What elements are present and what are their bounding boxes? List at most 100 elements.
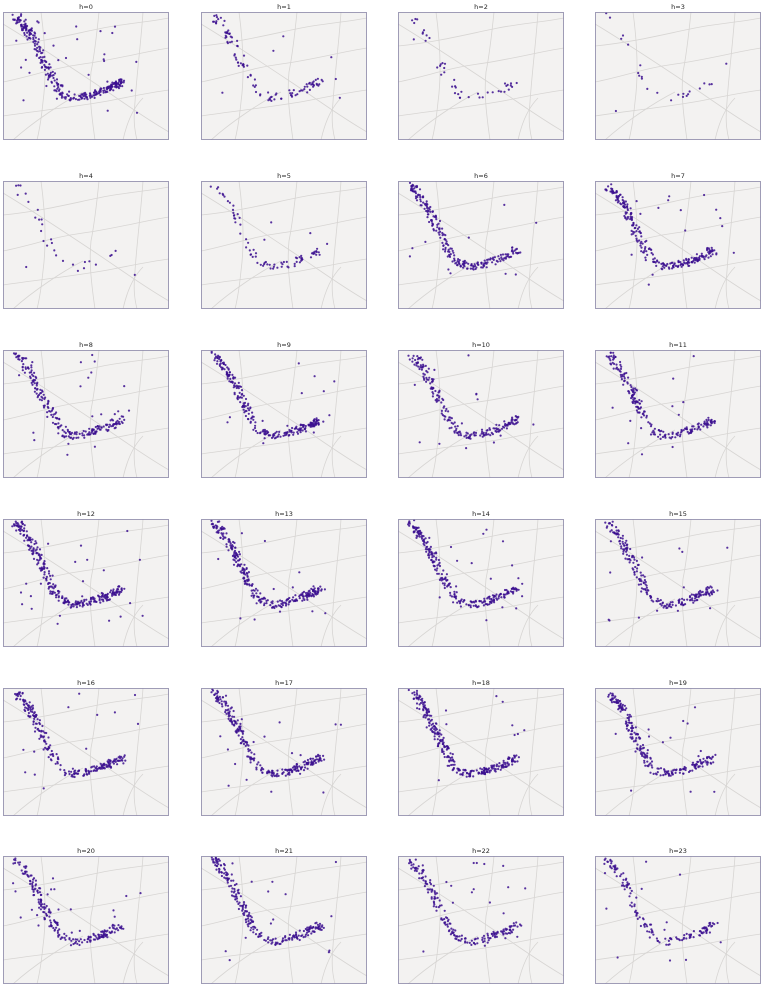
data-point	[223, 872, 226, 875]
data-point	[422, 535, 425, 538]
data-point	[57, 86, 60, 89]
data-point	[443, 584, 446, 587]
data-point	[231, 715, 234, 718]
data-point	[459, 434, 463, 437]
data-point	[87, 769, 90, 772]
data-point	[460, 422, 463, 425]
data-point	[703, 82, 706, 85]
data-point	[614, 199, 617, 202]
data-point	[668, 267, 671, 270]
data-point	[504, 257, 507, 260]
data-point	[87, 935, 90, 938]
data-point	[442, 398, 445, 402]
data-point	[305, 83, 308, 86]
data-point	[52, 583, 55, 586]
data-point	[76, 269, 79, 272]
data-point	[218, 520, 221, 523]
data-point	[693, 765, 696, 768]
data-point	[69, 944, 73, 947]
data-point	[92, 432, 95, 435]
data-point	[667, 199, 670, 202]
data-point	[504, 937, 507, 940]
data-point	[615, 363, 618, 366]
data-point	[215, 14, 218, 17]
data-point	[34, 32, 37, 35]
data-point	[700, 423, 703, 426]
map-road	[398, 216, 564, 252]
data-point	[229, 544, 232, 547]
data-point	[642, 414, 646, 417]
data-point	[651, 766, 654, 769]
data-point	[667, 772, 670, 775]
map-road	[3, 258, 169, 286]
data-point	[423, 373, 426, 376]
data-point	[312, 589, 316, 592]
data-point	[222, 537, 225, 541]
data-point	[642, 412, 645, 415]
data-point	[37, 924, 40, 927]
data-point	[17, 18, 20, 21]
data-point	[252, 740, 255, 744]
data-point	[459, 605, 462, 608]
data-point	[50, 80, 53, 83]
data-point	[91, 415, 94, 418]
data-point	[216, 690, 220, 694]
data-point	[682, 586, 685, 589]
data-point	[453, 763, 456, 766]
data-point	[668, 603, 671, 606]
data-point	[621, 196, 624, 199]
data-point	[48, 909, 51, 912]
data-point	[511, 763, 514, 766]
data-point	[492, 765, 495, 768]
data-point	[444, 242, 447, 245]
map-road	[89, 12, 100, 140]
data-point	[96, 92, 99, 95]
data-point	[236, 398, 239, 401]
data-point	[224, 34, 227, 37]
data-point	[42, 239, 45, 243]
data-point	[17, 861, 20, 864]
data-point	[636, 567, 639, 570]
data-point	[254, 84, 257, 87]
data-point	[36, 46, 39, 49]
map-road	[3, 861, 169, 891]
data-point	[267, 91, 270, 94]
data-point	[494, 263, 497, 266]
data-point	[620, 545, 623, 548]
panel-title: h=14	[472, 510, 490, 518]
data-point	[311, 757, 315, 760]
data-point	[462, 600, 465, 603]
data-point	[425, 376, 428, 379]
data-point	[314, 591, 317, 595]
data-point	[280, 606, 283, 609]
data-point	[33, 750, 36, 753]
data-point	[687, 93, 690, 96]
map-road	[528, 688, 539, 816]
data-point	[449, 586, 452, 589]
data-point	[25, 35, 28, 38]
data-point	[114, 81, 117, 84]
data-point	[87, 376, 90, 379]
data-point	[473, 263, 476, 266]
data-point	[43, 906, 46, 909]
data-point	[88, 260, 91, 263]
data-point	[630, 733, 633, 736]
data-point	[246, 583, 249, 586]
data-point	[710, 757, 713, 760]
data-point	[53, 249, 56, 252]
data-point	[58, 590, 61, 593]
data-point	[457, 93, 460, 96]
data-point	[225, 370, 228, 374]
map-road	[517, 97, 539, 140]
data-point	[43, 59, 46, 62]
data-point	[24, 58, 27, 62]
data-point	[686, 430, 689, 433]
data-point	[515, 607, 518, 610]
data-point	[231, 887, 234, 890]
data-point	[619, 193, 622, 196]
data-point	[626, 724, 629, 727]
data-point	[249, 929, 252, 932]
map-road	[201, 891, 367, 927]
data-point	[650, 760, 654, 763]
